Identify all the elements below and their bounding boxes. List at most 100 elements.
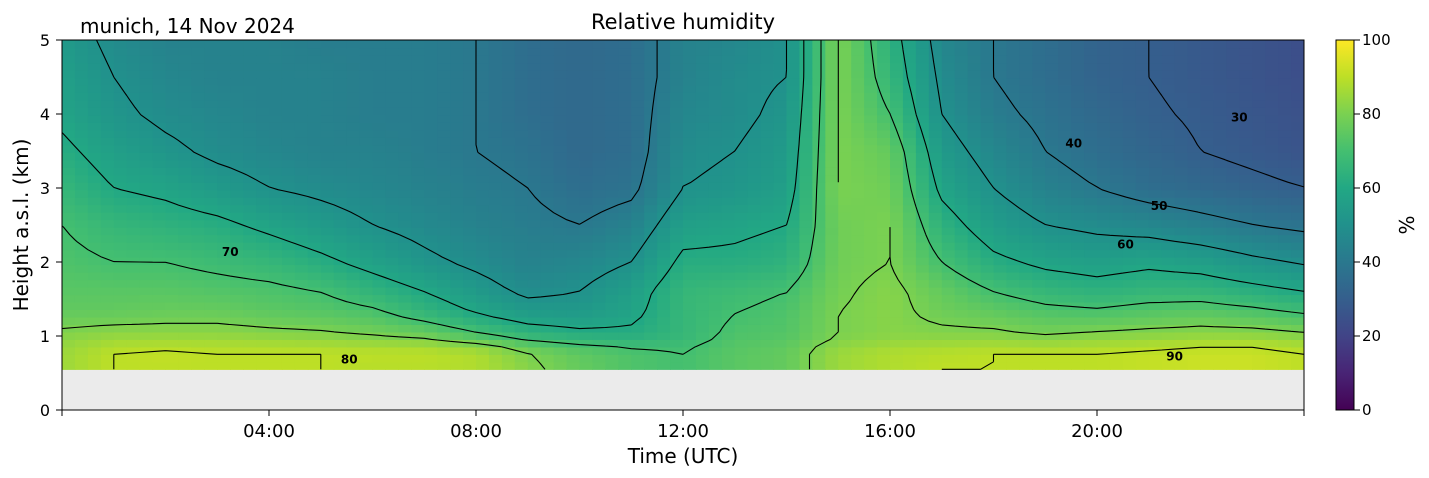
heat-cell bbox=[877, 242, 891, 251]
heat-cell bbox=[980, 301, 995, 311]
heat-cell bbox=[514, 204, 529, 213]
heat-cell bbox=[747, 301, 762, 311]
heat-cell bbox=[657, 219, 671, 228]
heat-cell bbox=[1174, 69, 1189, 79]
heat-cell bbox=[269, 316, 283, 325]
heat-cell bbox=[605, 339, 619, 348]
heat-cell bbox=[514, 331, 529, 340]
heat-cell bbox=[1071, 316, 1085, 325]
heat-cell bbox=[411, 286, 425, 296]
heat-cell bbox=[760, 92, 775, 101]
heat-cell bbox=[708, 159, 723, 168]
heat-cell bbox=[139, 212, 154, 221]
heat-cell bbox=[204, 99, 218, 108]
heat-cell bbox=[294, 114, 309, 123]
heat-cell bbox=[825, 257, 839, 266]
heat-cell bbox=[514, 346, 529, 355]
heat-cell bbox=[1097, 159, 1111, 168]
heat-cell bbox=[333, 182, 348, 191]
heat-cell bbox=[579, 316, 594, 325]
heat-cell bbox=[191, 54, 205, 64]
heat-cell bbox=[243, 316, 257, 325]
heat-cell bbox=[269, 309, 283, 318]
heat-cell bbox=[217, 189, 231, 198]
heat-cell bbox=[915, 301, 930, 311]
heat-cell bbox=[165, 242, 180, 251]
heat-cell bbox=[1045, 249, 1059, 258]
heat-cell bbox=[256, 152, 270, 161]
heat-cell bbox=[514, 144, 529, 153]
heat-cell bbox=[812, 242, 826, 251]
heat-cell bbox=[1135, 294, 1150, 303]
heat-cell bbox=[333, 40, 348, 49]
heat-cell bbox=[385, 92, 399, 101]
heat-cell bbox=[1226, 197, 1240, 206]
heat-cell bbox=[579, 204, 594, 213]
heat-cell bbox=[1045, 361, 1059, 370]
heat-cell bbox=[1109, 114, 1124, 123]
heat-cell bbox=[825, 346, 839, 355]
heat-cell bbox=[1265, 152, 1279, 161]
heat-cell bbox=[1045, 301, 1059, 311]
heat-cell bbox=[838, 129, 852, 138]
heat-cell bbox=[488, 242, 503, 251]
heat-cell bbox=[670, 331, 684, 340]
heat-cell bbox=[618, 316, 632, 325]
heat-cell bbox=[915, 152, 930, 161]
heat-cell bbox=[708, 84, 723, 93]
heat-cell bbox=[799, 137, 813, 146]
heat-cell bbox=[1122, 204, 1137, 213]
heat-cell bbox=[1045, 279, 1059, 288]
heat-cell bbox=[217, 242, 231, 251]
heat-cell bbox=[514, 122, 529, 131]
heat-cell bbox=[450, 339, 464, 348]
heat-cell bbox=[902, 197, 917, 206]
heat-cell bbox=[851, 212, 865, 221]
heat-cell bbox=[501, 47, 516, 56]
heat-cell bbox=[1291, 331, 1304, 340]
heat-cell bbox=[799, 144, 813, 153]
heat-cell bbox=[1122, 137, 1137, 146]
heat-cell bbox=[1265, 204, 1279, 213]
heat-cell bbox=[191, 324, 205, 333]
heat-cell bbox=[941, 197, 956, 206]
heat-cell bbox=[954, 234, 969, 243]
heat-cell bbox=[902, 279, 917, 288]
heat-cell bbox=[126, 129, 141, 138]
heat-cell bbox=[1071, 62, 1085, 71]
heat-cell bbox=[721, 264, 736, 273]
heat-cell bbox=[1161, 324, 1176, 333]
heat-cell bbox=[476, 174, 490, 183]
heat-cell bbox=[1291, 114, 1304, 123]
heat-cell bbox=[1097, 346, 1111, 355]
heat-cell bbox=[527, 84, 542, 93]
heat-cell bbox=[721, 69, 736, 79]
heat-cell bbox=[74, 264, 89, 273]
heat-cell bbox=[592, 182, 606, 191]
heat-cell bbox=[1006, 182, 1020, 191]
heat-cell bbox=[488, 316, 503, 325]
heat-cell bbox=[100, 339, 115, 348]
heat-cell bbox=[204, 92, 218, 101]
heat-cell bbox=[476, 107, 490, 116]
heat-cell bbox=[1084, 339, 1098, 348]
heat-cell bbox=[333, 144, 348, 153]
heat-cell bbox=[1148, 257, 1163, 266]
heat-cell bbox=[670, 324, 684, 333]
heat-cell bbox=[204, 69, 218, 79]
heat-cell bbox=[747, 137, 762, 146]
heat-cell bbox=[372, 69, 387, 79]
heat-cell bbox=[980, 286, 995, 296]
heat-cell bbox=[307, 272, 322, 281]
heat-cell bbox=[1161, 354, 1176, 363]
heat-cell bbox=[993, 331, 1008, 340]
heat-cell bbox=[954, 92, 969, 101]
heat-cell bbox=[812, 286, 826, 296]
heat-cell bbox=[437, 272, 451, 281]
heat-cell bbox=[476, 144, 490, 153]
heat-cell bbox=[1019, 107, 1033, 116]
heat-cell bbox=[1006, 84, 1020, 93]
heat-cell bbox=[165, 286, 180, 296]
heat-cell bbox=[333, 122, 348, 131]
heat-cell bbox=[514, 294, 529, 303]
